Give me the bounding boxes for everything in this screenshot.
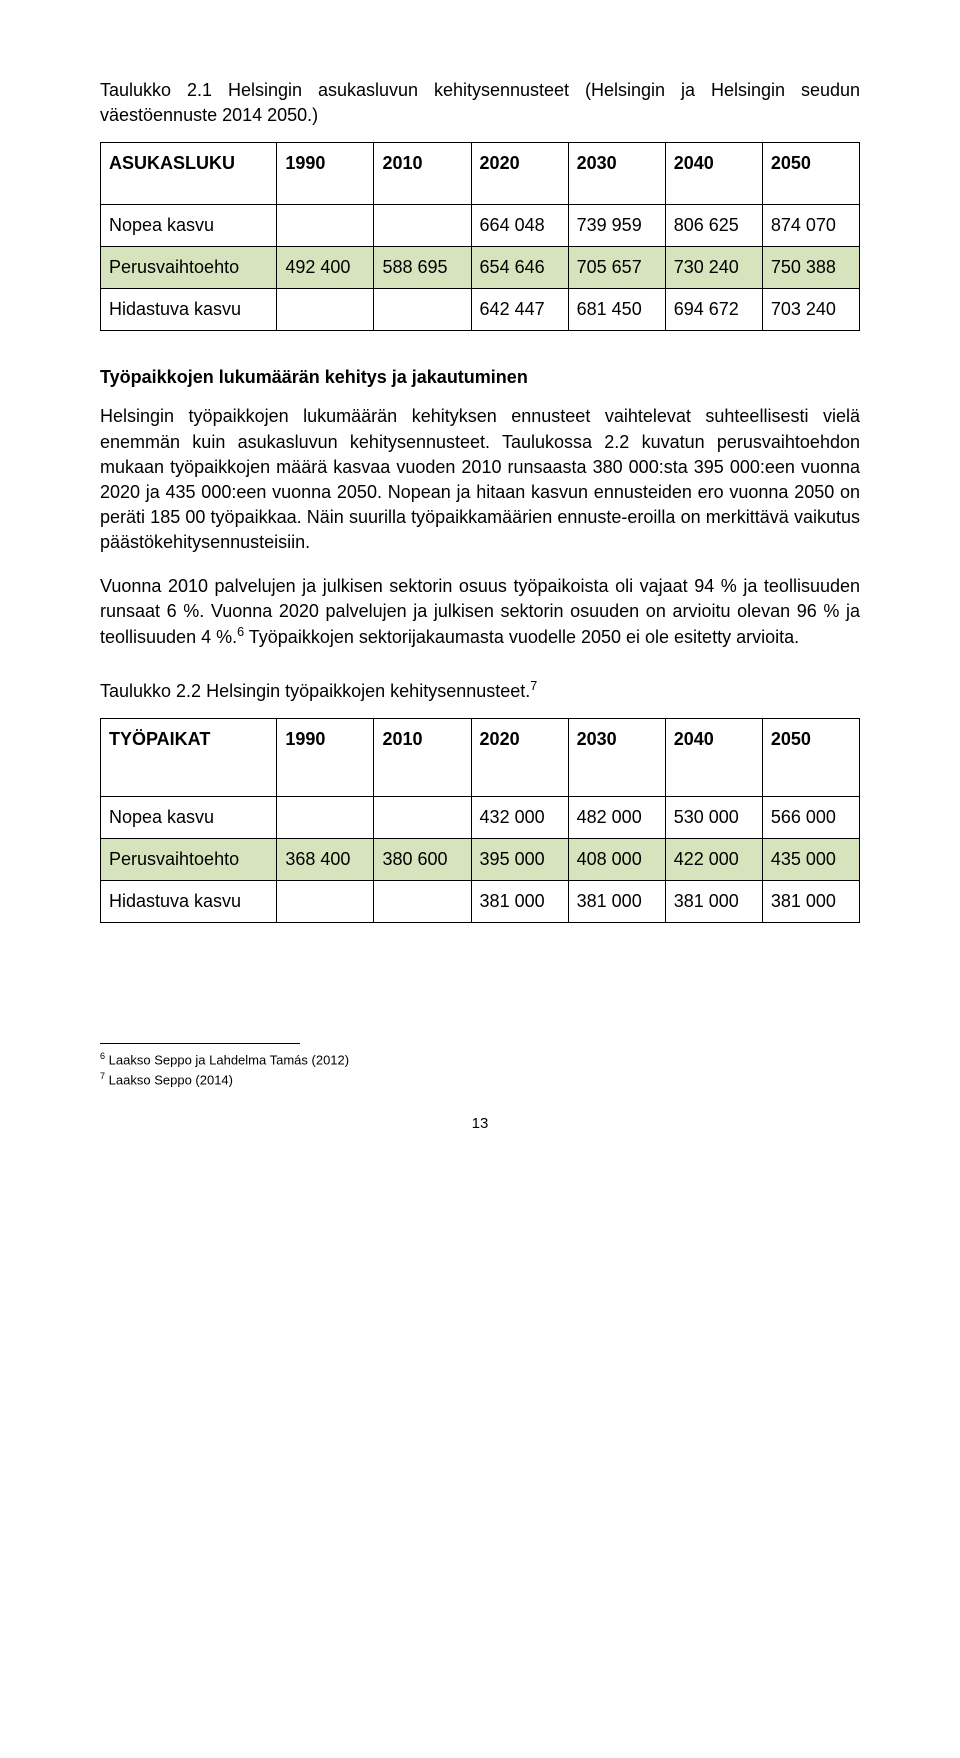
page: Taulukko 2.1 Helsingin asukasluvun kehit… — [0, 0, 960, 1172]
t2-r2-v1 — [277, 881, 374, 923]
page-number: 13 — [100, 1115, 860, 1132]
t1-r2-label: Hidastuva kasvu — [101, 289, 277, 331]
footnote-ref-7: 7 — [530, 679, 537, 693]
t1-r0-v3: 664 048 — [471, 205, 568, 247]
footnote-6-text: Laakso Seppo ja Lahdelma Tamás (2012) — [105, 1053, 349, 1068]
table-asukasluku: ASUKASLUKU 1990 2010 2020 2030 2040 2050… — [100, 142, 860, 331]
t1-r2-v5: 694 672 — [665, 289, 762, 331]
t1-r0-v4: 739 959 — [568, 205, 665, 247]
t1-r1-label: Perusvaihtoehto — [101, 247, 277, 289]
t1-r2-v1 — [277, 289, 374, 331]
t1-r1-v5: 730 240 — [665, 247, 762, 289]
t1-r0-label: Nopea kasvu — [101, 205, 277, 247]
t2-r0-v3: 432 000 — [471, 797, 568, 839]
t1-r0-v2 — [374, 205, 471, 247]
t1-h-c3: 2020 — [471, 143, 568, 205]
para2-b: Työpaikkojen sektorijakaumasta vuodelle … — [244, 627, 799, 647]
t1-r1-v2: 588 695 — [374, 247, 471, 289]
t2-r2-v5: 381 000 — [665, 881, 762, 923]
t2-h-c2: 2010 — [374, 719, 471, 797]
table-row: Hidastuva kasvu 642 447 681 450 694 672 … — [101, 289, 860, 331]
t2-h-c4: 2030 — [568, 719, 665, 797]
t2-r0-v4: 482 000 — [568, 797, 665, 839]
t2-r1-v6: 435 000 — [762, 839, 859, 881]
t2-r2-v6: 381 000 — [762, 881, 859, 923]
t1-h-c0: ASUKASLUKU — [101, 143, 277, 205]
t2-r0-v5: 530 000 — [665, 797, 762, 839]
t2-r0-v6: 566 000 — [762, 797, 859, 839]
t2-h-c6: 2050 — [762, 719, 859, 797]
t1-h-c6: 2050 — [762, 143, 859, 205]
t2-r2-v3: 381 000 — [471, 881, 568, 923]
t2-r1-v5: 422 000 — [665, 839, 762, 881]
section-heading: Työpaikkojen lukumäärän kehitys ja jakau… — [100, 367, 860, 388]
t1-h-c5: 2040 — [665, 143, 762, 205]
table-row-highlight: Perusvaihtoehto 368 400 380 600 395 000 … — [101, 839, 860, 881]
t1-r1-v1: 492 400 — [277, 247, 374, 289]
table2-caption: Taulukko 2.2 Helsingin työpaikkojen kehi… — [100, 678, 860, 704]
t1-r0-v6: 874 070 — [762, 205, 859, 247]
t2-r0-v1 — [277, 797, 374, 839]
t1-h-c2: 2010 — [374, 143, 471, 205]
footnote-7: 7 Laakso Seppo (2014) — [100, 1070, 860, 1090]
t2-r0-label: Nopea kasvu — [101, 797, 277, 839]
t2-r1-v2: 380 600 — [374, 839, 471, 881]
t2-h-c3: 2020 — [471, 719, 568, 797]
t2-r2-v2 — [374, 881, 471, 923]
t1-r1-v3: 654 646 — [471, 247, 568, 289]
table1-caption: Taulukko 2.1 Helsingin asukasluvun kehit… — [100, 78, 860, 128]
t1-r0-v5: 806 625 — [665, 205, 762, 247]
t2-r1-v1: 368 400 — [277, 839, 374, 881]
table2-caption-text: Taulukko 2.2 Helsingin työpaikkojen kehi… — [100, 681, 530, 701]
footnote-7-text: Laakso Seppo (2014) — [105, 1072, 233, 1087]
table-row: Hidastuva kasvu 381 000 381 000 381 000 … — [101, 881, 860, 923]
t2-h-c5: 2040 — [665, 719, 762, 797]
t1-h-c4: 2030 — [568, 143, 665, 205]
table-row: Nopea kasvu 432 000 482 000 530 000 566 … — [101, 797, 860, 839]
table-tyopaikat: TYÖPAIKAT 1990 2010 2020 2030 2040 2050 … — [100, 718, 860, 923]
paragraph-1: Helsingin työpaikkojen lukumäärän kehity… — [100, 404, 860, 555]
t2-h-c0: TYÖPAIKAT — [101, 719, 277, 797]
table-row-highlight: Perusvaihtoehto 492 400 588 695 654 646 … — [101, 247, 860, 289]
t2-r2-label: Hidastuva kasvu — [101, 881, 277, 923]
t1-r2-v4: 681 450 — [568, 289, 665, 331]
t2-r1-label: Perusvaihtoehto — [101, 839, 277, 881]
t1-r2-v3: 642 447 — [471, 289, 568, 331]
footnotes-separator — [100, 1043, 300, 1050]
t2-r1-v4: 408 000 — [568, 839, 665, 881]
paragraph-2: Vuonna 2010 palvelujen ja julkisen sekto… — [100, 574, 860, 651]
t2-r2-v4: 381 000 — [568, 881, 665, 923]
t1-r2-v6: 703 240 — [762, 289, 859, 331]
footnote-6: 6 Laakso Seppo ja Lahdelma Tamás (2012) — [100, 1050, 860, 1070]
t1-r0-v1 — [277, 205, 374, 247]
t1-h-c1: 1990 — [277, 143, 374, 205]
t1-r1-v4: 705 657 — [568, 247, 665, 289]
t2-r0-v2 — [374, 797, 471, 839]
t2-h-c1: 1990 — [277, 719, 374, 797]
t1-r2-v2 — [374, 289, 471, 331]
t1-r1-v6: 750 388 — [762, 247, 859, 289]
t2-r1-v3: 395 000 — [471, 839, 568, 881]
table-row: Nopea kasvu 664 048 739 959 806 625 874 … — [101, 205, 860, 247]
